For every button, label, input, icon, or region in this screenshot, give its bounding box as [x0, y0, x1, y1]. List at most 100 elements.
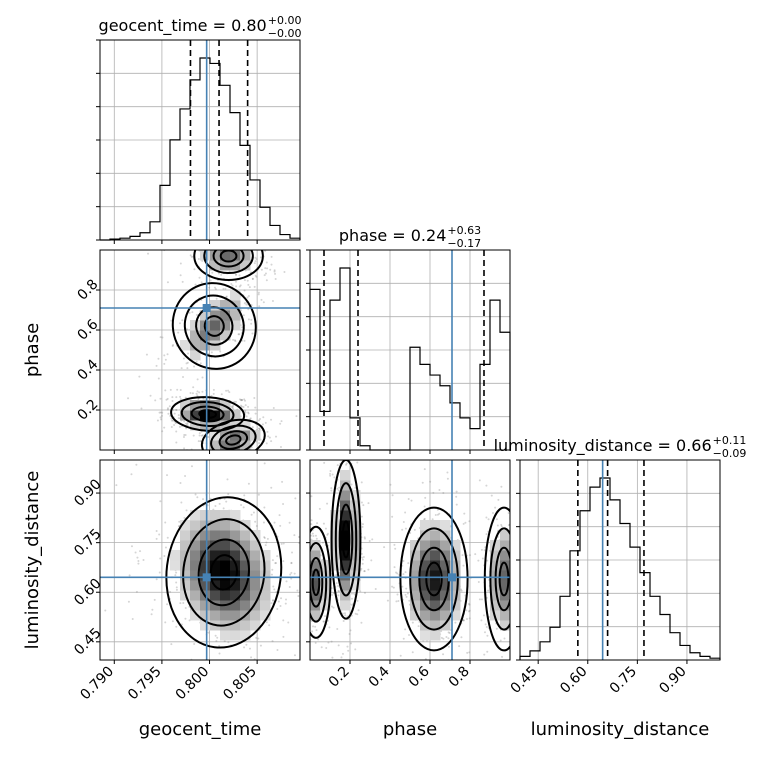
sample-point: [159, 416, 162, 419]
hist-panel-luminosity_distance: [516, 459, 721, 661]
sample-point: [222, 241, 224, 243]
sample-point: [460, 589, 463, 592]
sample-point: [270, 255, 273, 258]
sample-point: [263, 462, 266, 465]
sample-point: [351, 604, 354, 607]
sample-point: [331, 473, 334, 476]
sample-point: [402, 573, 405, 576]
sample-point: [155, 364, 158, 367]
sample-point: [180, 623, 183, 626]
y-tick-label: 0.2: [74, 396, 101, 423]
sample-point: [255, 524, 258, 527]
sample-point: [310, 519, 313, 522]
sample-point: [297, 594, 300, 597]
y-axis-label: luminosity_distance: [22, 471, 43, 650]
sample-point: [523, 557, 525, 559]
sample-point: [524, 542, 526, 544]
sample-point: [200, 281, 203, 284]
sample-point: [186, 361, 189, 364]
sample-point: [215, 243, 217, 245]
density-cell: [250, 550, 261, 561]
panel-title: geocent_time = 0.80 +0.00−0.00: [99, 14, 302, 40]
sample-point: [347, 649, 350, 652]
sample-point: [516, 607, 518, 609]
sample-point: [307, 559, 309, 561]
sample-point: [330, 593, 333, 596]
sample-point: [294, 568, 296, 570]
sample-point: [483, 631, 486, 634]
density-cell: [230, 600, 241, 611]
sample-point: [411, 621, 414, 624]
sample-point: [357, 609, 360, 612]
sample-point: [254, 412, 257, 415]
sample-point: [485, 516, 488, 519]
sample-point: [345, 463, 348, 466]
title-sup: +0.11: [713, 434, 747, 447]
density-cell: [490, 540, 501, 551]
sample-point: [243, 398, 246, 401]
sample-point: [290, 561, 293, 564]
sample-point: [243, 494, 246, 497]
sample-point: [218, 502, 221, 505]
density-cell: [250, 580, 261, 591]
sample-point: [396, 572, 399, 575]
sample-point: [514, 644, 516, 646]
sample-point: [283, 271, 286, 274]
sample-point: [310, 495, 313, 498]
sample-point: [254, 260, 257, 263]
sample-point: [312, 625, 315, 628]
sample-point: [272, 406, 275, 409]
sample-point: [247, 318, 250, 321]
sample-point: [216, 242, 218, 244]
sample-point: [136, 556, 139, 559]
sample-point: [269, 268, 272, 271]
sample-point: [532, 586, 534, 588]
sample-point: [171, 419, 174, 422]
sample-point: [468, 554, 471, 557]
sample-point: [166, 603, 169, 606]
sample-point: [225, 241, 227, 243]
sample-point: [340, 656, 343, 659]
sample-point: [304, 580, 306, 582]
sample-point: [130, 545, 133, 548]
sample-point: [393, 566, 396, 569]
sample-point: [511, 595, 513, 597]
sample-point: [338, 486, 341, 489]
sample-point: [360, 515, 363, 518]
sample-point: [150, 613, 153, 616]
sample-point: [514, 595, 516, 597]
sample-point: [182, 436, 185, 439]
sample-point: [175, 588, 178, 591]
panel-frame: [99, 39, 301, 241]
sample-point: [520, 533, 522, 535]
density-cell: [200, 530, 211, 541]
density-cell: [210, 260, 221, 271]
sample-point: [135, 463, 138, 466]
sample-point: [474, 553, 477, 556]
sample-point: [468, 617, 471, 620]
sample-point: [316, 522, 319, 525]
sample-point: [500, 485, 503, 488]
sample-point: [302, 579, 304, 581]
sample-point: [225, 235, 227, 237]
density-cell: [190, 520, 201, 531]
sample-point: [401, 665, 403, 667]
sample-point: [391, 515, 394, 518]
density-cell: [210, 250, 221, 261]
sample-point: [440, 636, 443, 639]
sample-point: [200, 434, 203, 437]
sample-point: [276, 607, 279, 610]
sample-point: [304, 602, 306, 604]
sample-point: [239, 451, 241, 453]
sample-point: [257, 419, 260, 422]
density-cell: [500, 570, 510, 581]
sample-point: [227, 457, 229, 459]
sample-point: [499, 639, 502, 642]
axis-labels: geocent_time phase luminosity_distancephas…: [22, 323, 709, 740]
density-cell: [210, 530, 221, 541]
sample-point: [279, 524, 282, 527]
sample-point: [278, 514, 281, 517]
sample-point: [127, 600, 130, 603]
sample-point: [341, 454, 343, 456]
sample-point: [282, 619, 285, 622]
